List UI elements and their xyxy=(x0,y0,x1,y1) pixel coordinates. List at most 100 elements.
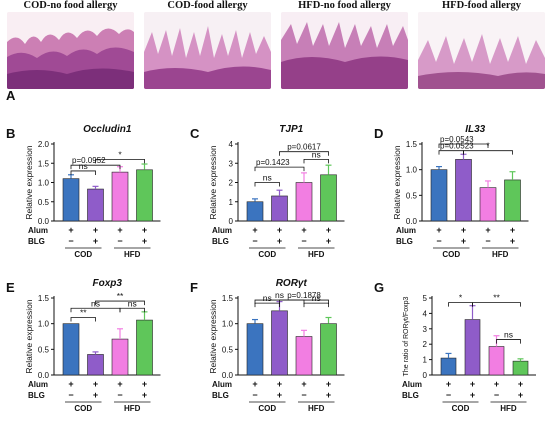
chart-panel-b: B Occludin1 Relative expression 0.0 0.5 1.0 1.… xyxy=(0,114,180,269)
y-axis-label: Relative expression xyxy=(208,145,218,219)
significance-bracket xyxy=(438,143,489,148)
significance-label: ns xyxy=(263,293,272,303)
chart-panel-e: E Foxp3 Relative expression 0.0 0.5 1.0 1.5 ** n… xyxy=(0,268,180,428)
row-label-blg: BLG xyxy=(28,237,45,246)
significance-label: ** xyxy=(493,293,500,303)
significance-label: p=0.0617 xyxy=(287,143,321,152)
blg-sign: + xyxy=(326,390,331,400)
blg-sign: − xyxy=(117,236,122,246)
group-label-cod: COD xyxy=(258,250,276,259)
y-tick-label: 1.5 xyxy=(222,294,234,303)
histology-texture-3 xyxy=(281,12,408,89)
significance-bracket xyxy=(119,307,145,313)
y-axis-label: The ratio of RORγt/Foxp3 xyxy=(403,297,410,377)
alum-sign: + xyxy=(436,225,441,235)
y-axis-label: Relative expression xyxy=(24,145,34,219)
group-label-hfd: HFD xyxy=(308,250,325,259)
chart-b: B Occludin1 Relative expression 0.0 0.5 1.0 1.… xyxy=(6,124,161,259)
significance-label: ** xyxy=(80,308,87,318)
blg-sign: − xyxy=(68,390,73,400)
alum-sign: + xyxy=(461,225,466,235)
y-tick-label: 1 xyxy=(229,198,234,207)
row-label-blg: BLG xyxy=(212,391,229,400)
significance-bracket xyxy=(303,302,329,308)
bar xyxy=(111,338,129,376)
histology-texture-4 xyxy=(418,12,545,89)
alum-sign: + xyxy=(277,379,282,389)
alum-sign: + xyxy=(142,225,147,235)
significance-bracket xyxy=(303,159,329,164)
histology-texture-2 xyxy=(144,12,271,89)
blg-sign: − xyxy=(485,236,490,246)
significance-bracket xyxy=(254,182,280,187)
significance-label: p=0.1878 xyxy=(287,291,321,300)
panel-label-f: F xyxy=(190,280,198,295)
chart-c: C TJP1 Relative expression 0 1 2 3 4 ns p=0.1423 n… xyxy=(190,124,345,259)
significance-bracket xyxy=(70,317,96,322)
significance-label: ns xyxy=(312,293,321,303)
alum-sign: + xyxy=(93,225,98,235)
alum-sign: + xyxy=(485,225,490,235)
chart-title: IL33 xyxy=(465,124,485,135)
alum-sign: + xyxy=(518,379,523,389)
y-tick-label: 2 xyxy=(423,340,428,349)
significance-label: ns xyxy=(128,298,137,308)
row-label-blg: BLG xyxy=(402,391,419,400)
image-title-3: HFD-no food allergy xyxy=(298,0,391,11)
alum-sign: + xyxy=(326,225,331,235)
row-label-alum: Alum xyxy=(396,226,416,235)
alum-sign: + xyxy=(68,225,73,235)
y-tick-label: 4 xyxy=(423,309,428,318)
significance-bracket xyxy=(254,302,280,308)
alum-sign: + xyxy=(93,379,98,389)
bar xyxy=(136,319,153,376)
group-label-cod: COD xyxy=(74,250,92,259)
significance-bracket xyxy=(496,339,521,344)
bar xyxy=(87,188,104,222)
bar xyxy=(87,354,104,376)
bar xyxy=(440,357,457,376)
blg-sign: + xyxy=(518,390,523,400)
panel-label-a: A xyxy=(6,88,16,103)
significance-bracket xyxy=(70,170,96,175)
group-label-hfd: HFD xyxy=(500,404,517,413)
group-label-hfd: HFD xyxy=(492,250,509,259)
y-tick-label: 0 xyxy=(229,217,234,226)
significance-bracket xyxy=(279,151,329,156)
chart-panel-d: D IL33 Relative expression 0.0 0.5 1.0 1.5 p=0.… xyxy=(368,114,548,269)
y-tick-label: 0.0 xyxy=(38,217,50,226)
y-tick-label: 1.0 xyxy=(222,320,234,329)
chart-d: D IL33 Relative expression 0.0 0.5 1.0 1.5 p=0.… xyxy=(374,124,529,259)
blg-sign: − xyxy=(446,390,451,400)
significance-bracket xyxy=(70,164,121,170)
alum-sign: + xyxy=(142,379,147,389)
alum-sign: + xyxy=(277,225,282,235)
row-label-alum: Alum xyxy=(212,226,232,235)
blg-sign: − xyxy=(252,390,257,400)
significance-label: ns xyxy=(312,149,321,159)
alum-sign: + xyxy=(494,379,499,389)
y-tick-label: 1.0 xyxy=(406,166,418,175)
alum-sign: + xyxy=(68,379,73,389)
significance-label: p=0.0952 xyxy=(72,156,106,165)
blg-sign: + xyxy=(461,236,466,246)
y-tick-label: 0.5 xyxy=(38,345,50,354)
significance-label: ns xyxy=(263,173,272,183)
chart-e: E Foxp3 Relative expression 0.0 0.5 1.0 1.5 ** n… xyxy=(6,278,161,413)
significance-label: ns xyxy=(79,161,88,171)
bar xyxy=(464,319,481,376)
bar xyxy=(320,323,337,376)
y-tick-label: 3 xyxy=(423,325,428,334)
chart-panel-c: C TJP1 Relative expression 0 1 2 3 4 ns p=0.1423 n… xyxy=(184,114,364,269)
significance-bracket xyxy=(472,302,521,307)
bar xyxy=(246,201,264,222)
bar xyxy=(136,169,153,222)
significance-bracket xyxy=(95,159,145,164)
blg-sign: + xyxy=(277,236,282,246)
panel-label-c: C xyxy=(190,126,200,141)
chart-title: Occludin1 xyxy=(83,124,132,135)
bar xyxy=(271,310,288,376)
row-label-blg: BLG xyxy=(396,237,413,246)
group-label-cod: COD xyxy=(74,404,92,413)
significance-bracket xyxy=(463,150,513,155)
